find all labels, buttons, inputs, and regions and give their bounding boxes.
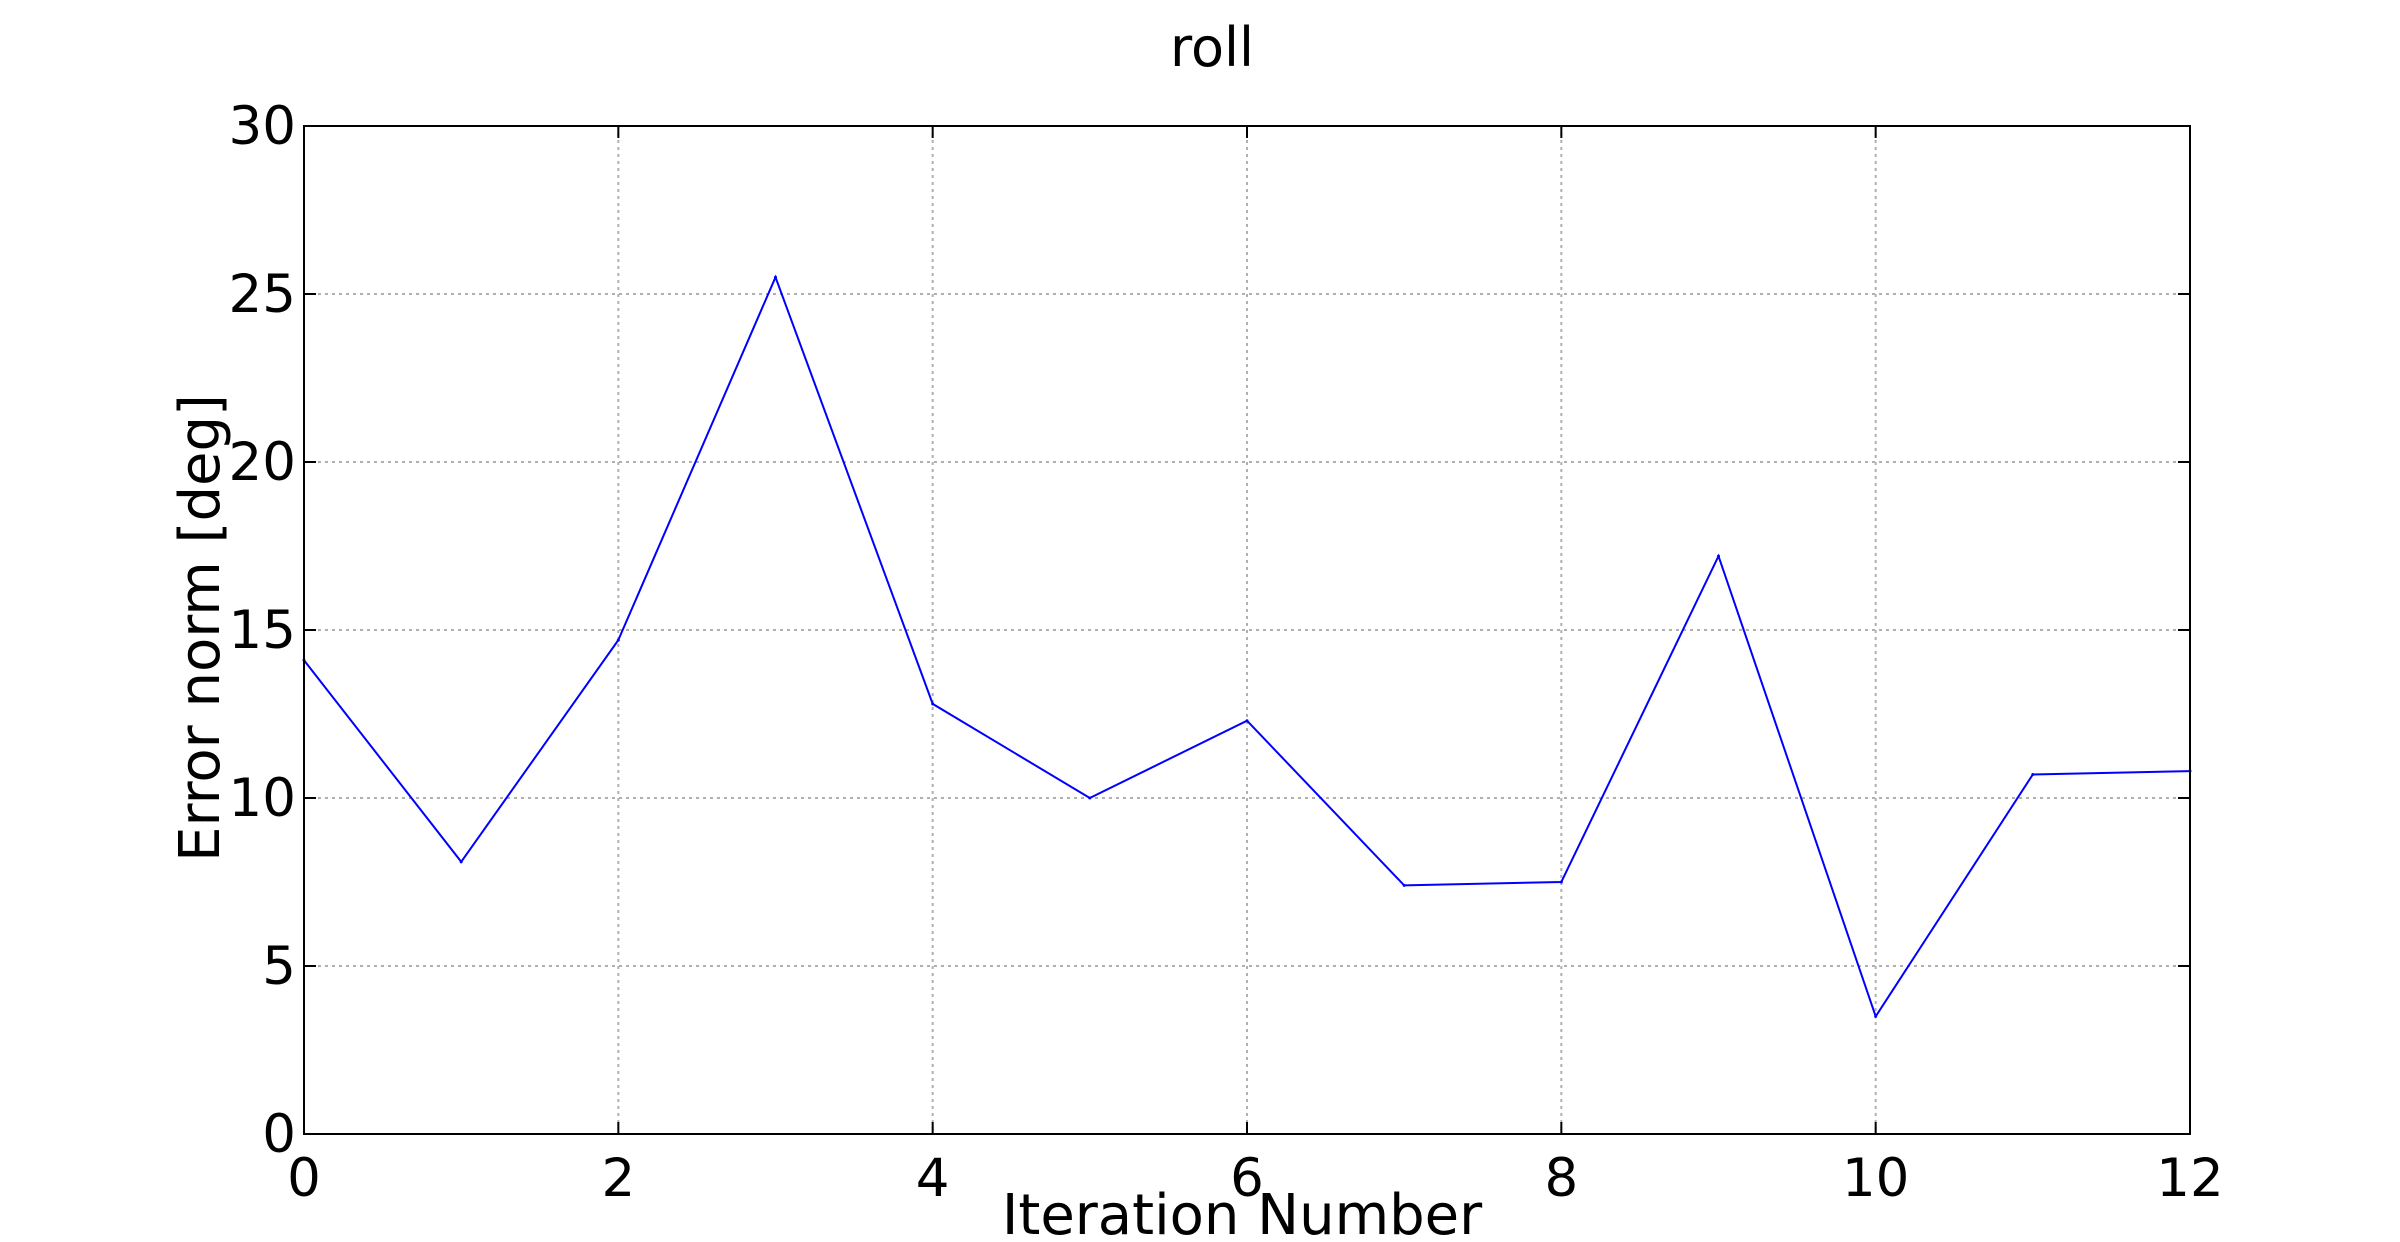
data-point: [774, 275, 777, 279]
data-point: [1402, 883, 1406, 887]
y-tick-label: 25: [229, 264, 296, 325]
x-tick-label: 8: [1544, 1148, 1578, 1209]
y-axis-label: Error norm [deg]: [168, 394, 233, 862]
x-tick-label: 0: [287, 1148, 321, 1209]
y-tick-label: 20: [229, 432, 296, 493]
data-point: [1559, 880, 1563, 884]
x-tick-label: 4: [916, 1148, 950, 1209]
grid-lines: [304, 126, 2190, 1134]
x-tick-label: 10: [1842, 1148, 1909, 1209]
x-tick-label: 2: [601, 1148, 635, 1209]
x-axis-label: Iteration Number: [1002, 1183, 1483, 1242]
y-tick-label: 0: [262, 1104, 296, 1165]
y-tick-labels: 0 5 10 15 20 25 30: [229, 96, 296, 1165]
chart-title: roll: [1170, 16, 1254, 79]
data-point: [1874, 1014, 1878, 1018]
data-point: [1717, 554, 1720, 558]
data-point: [931, 702, 935, 706]
data-point: [2031, 772, 2035, 776]
data-point: [1245, 719, 1249, 723]
y-tick-label: 10: [229, 768, 296, 829]
y-tick-label: 5: [262, 936, 296, 997]
x-tick-label: 12: [2156, 1148, 2223, 1209]
plot-area-frame: [303, 125, 2191, 1135]
y-tick-label: 15: [229, 600, 296, 661]
data-point: [616, 638, 620, 642]
x-tick-labels: 0 2 4 6 8 10 12: [287, 1148, 2224, 1209]
x-tick-label: 6: [1230, 1148, 1264, 1209]
data-point: [459, 860, 463, 864]
y-tick-label: 30: [229, 96, 296, 157]
series-layer: [302, 274, 2192, 1019]
data-point: [1088, 796, 1092, 800]
